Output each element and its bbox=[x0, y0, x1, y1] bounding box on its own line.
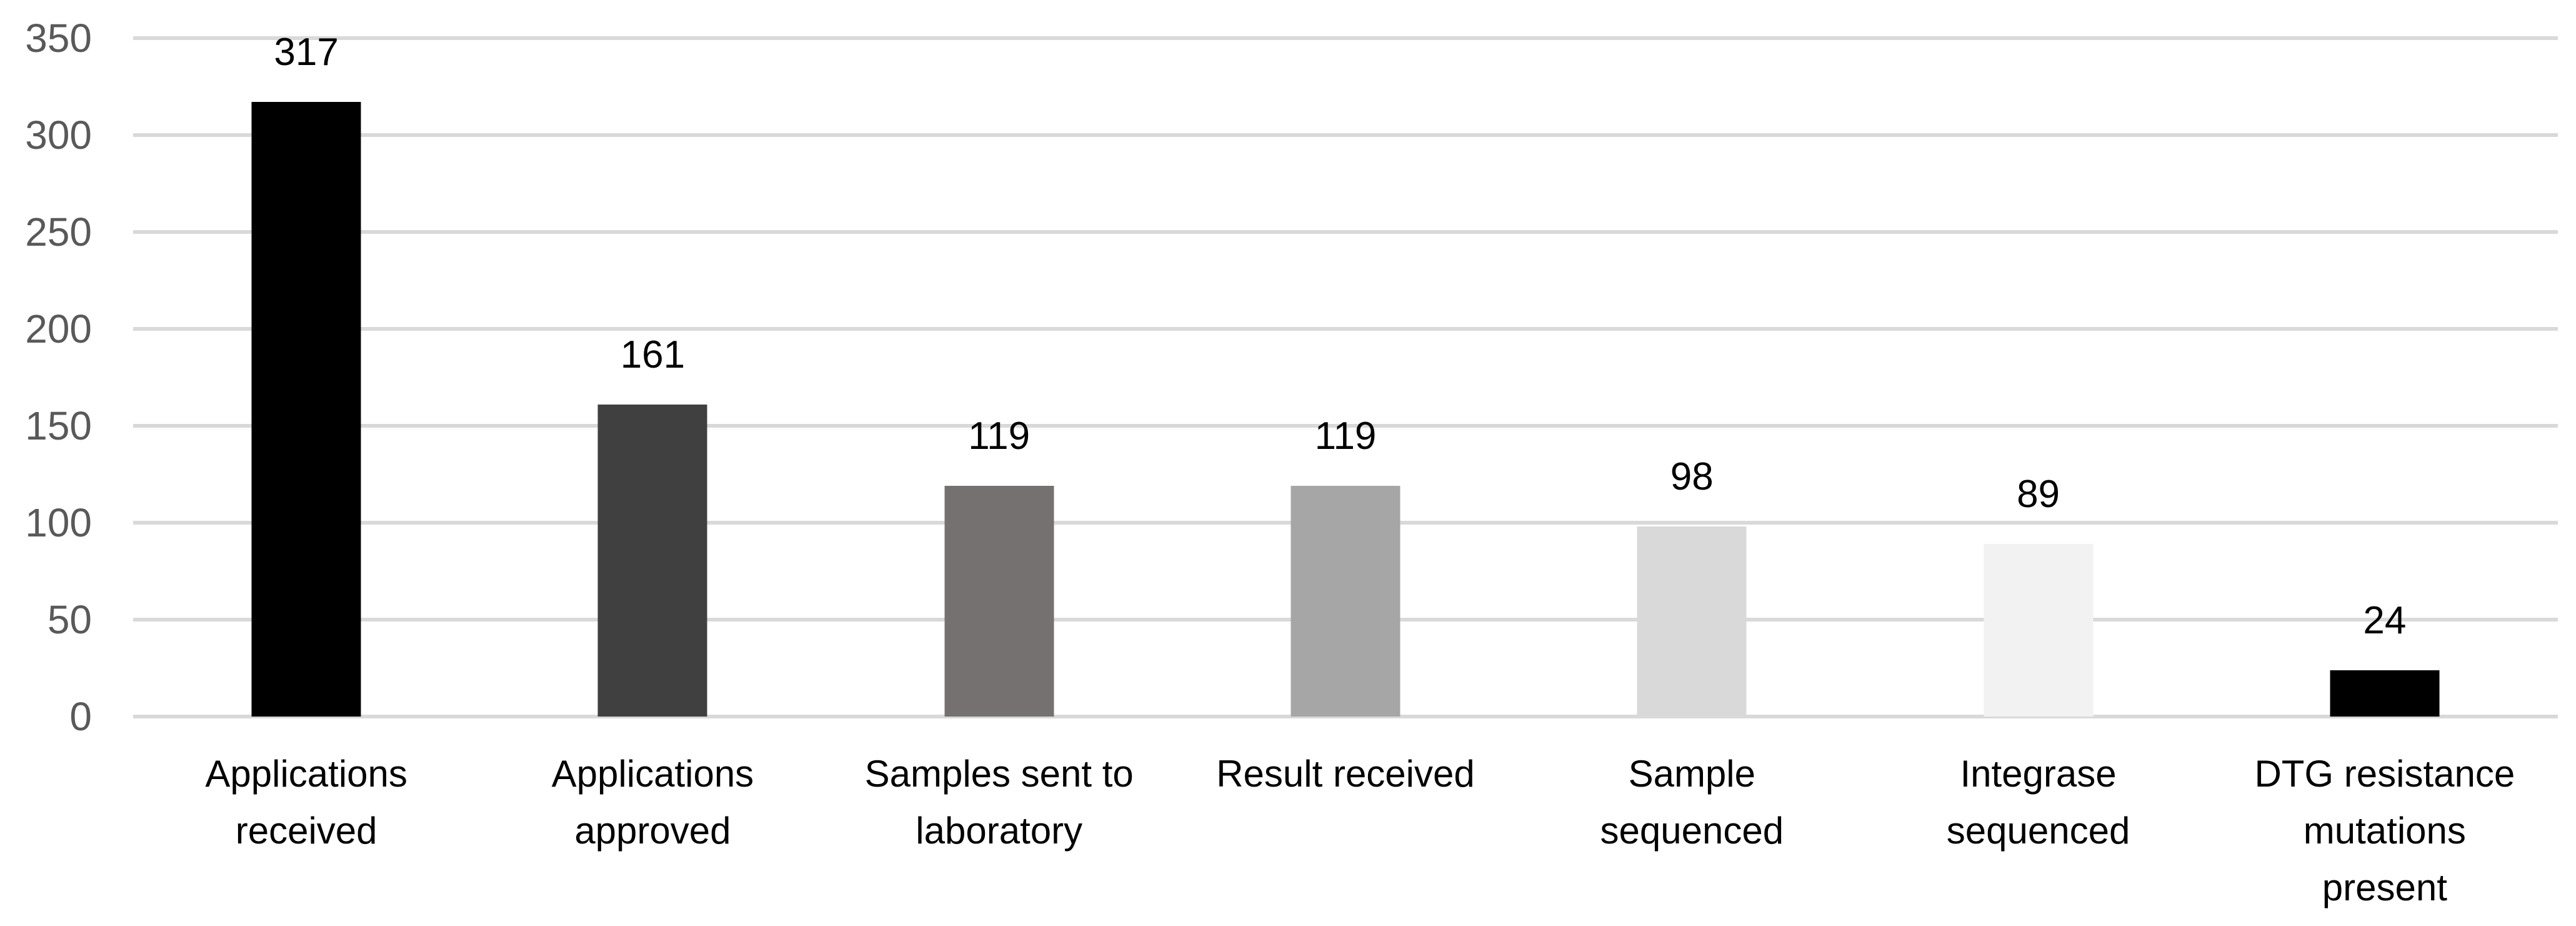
bar bbox=[597, 404, 707, 717]
bar-value-label: 89 bbox=[2017, 473, 2060, 516]
bar bbox=[2330, 670, 2440, 717]
bar bbox=[1637, 526, 1747, 717]
x-axis-category-label: Samples sent to laboratory bbox=[864, 753, 1134, 852]
x-axis-category-label: Integrase sequenced bbox=[1946, 753, 2130, 852]
bar-value-label: 98 bbox=[1670, 455, 1714, 499]
y-axis-tick-label: 300 bbox=[25, 113, 92, 158]
bar-slot: 119 bbox=[1172, 38, 1519, 717]
gridline bbox=[133, 36, 2558, 40]
bar-slot: 161 bbox=[479, 38, 826, 717]
bar-value-label: 119 bbox=[1314, 415, 1377, 458]
y-axis-tick-label: 0 bbox=[69, 694, 92, 739]
bar bbox=[944, 486, 1054, 717]
y-axis-tick-label: 350 bbox=[25, 16, 92, 61]
y-axis-tick-label: 250 bbox=[25, 209, 92, 254]
gridline bbox=[133, 230, 2558, 234]
gridline bbox=[133, 133, 2558, 137]
bar bbox=[1290, 486, 1400, 717]
y-axis-tick-label: 50 bbox=[47, 597, 92, 642]
bars-layer: 317 161 119 119 98 89 24 bbox=[133, 31, 2558, 717]
bar-value-label: 24 bbox=[2363, 598, 2407, 642]
gridline bbox=[133, 424, 2558, 428]
bar-slot: 119 bbox=[826, 38, 1172, 717]
bar-slot: 98 bbox=[1519, 38, 1865, 717]
x-axis-category-label: Applications approved bbox=[551, 753, 754, 852]
gridline bbox=[133, 327, 2558, 331]
x-axis-category-label: Result received bbox=[1216, 753, 1475, 795]
y-axis-tick-label: 200 bbox=[25, 306, 92, 351]
bar-slot: 317 bbox=[133, 31, 479, 717]
gridline bbox=[133, 715, 2558, 718]
x-axis-category-label: Applications received bbox=[205, 753, 407, 852]
bar-slot: 89 bbox=[1865, 38, 2211, 717]
plot-area: 317 161 119 119 98 89 24 bbox=[133, 31, 2558, 718]
bar bbox=[1984, 544, 2094, 717]
bar-slot: 24 bbox=[2212, 38, 2558, 717]
x-axis-category-label: Sample sequenced bbox=[1600, 753, 1784, 852]
bar bbox=[251, 102, 361, 717]
y-axis-tick-label: 100 bbox=[25, 500, 92, 545]
bar-value-label: 161 bbox=[620, 333, 686, 376]
bar-value-label: 317 bbox=[274, 31, 339, 74]
x-axis-category-label: DTG resistance mutations present bbox=[2254, 753, 2515, 908]
y-axis-tick-label: 150 bbox=[25, 403, 92, 448]
bar-value-label: 119 bbox=[968, 415, 1031, 458]
